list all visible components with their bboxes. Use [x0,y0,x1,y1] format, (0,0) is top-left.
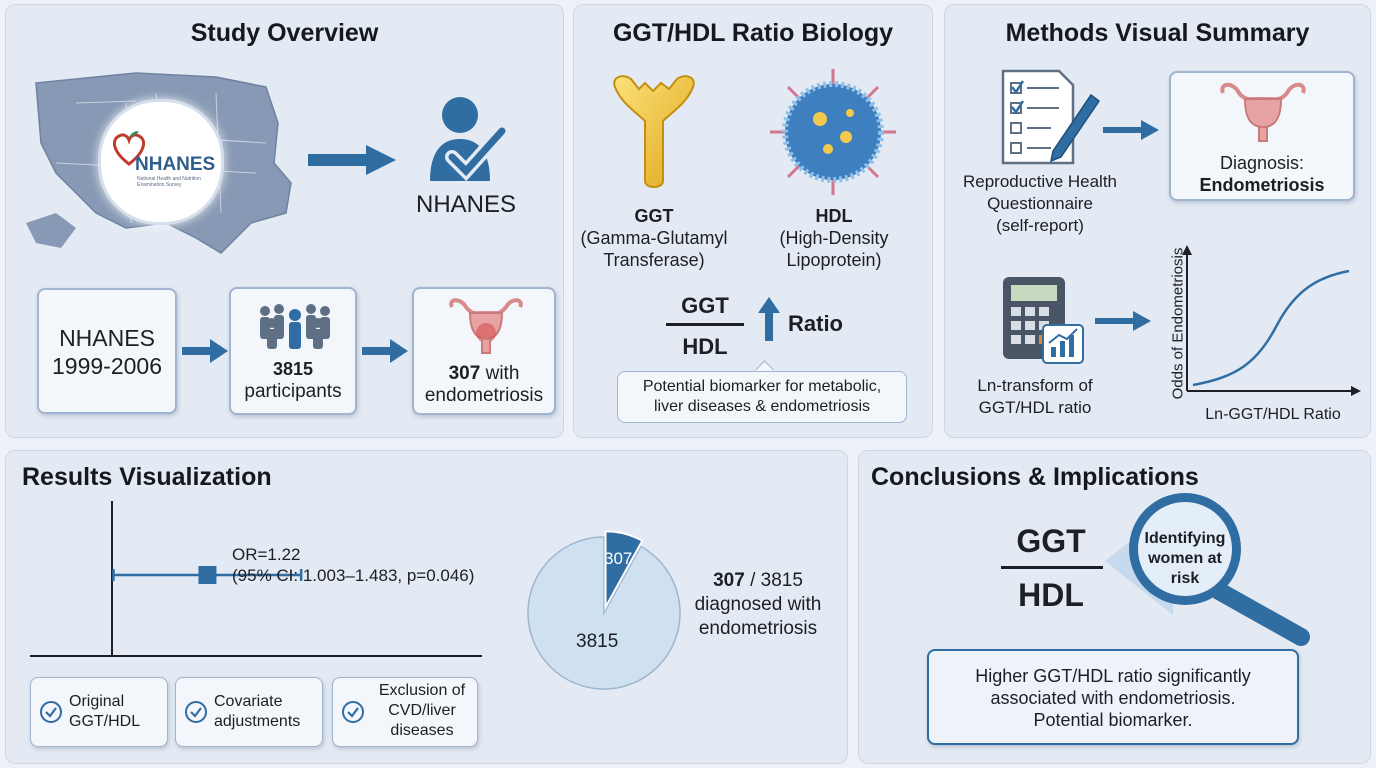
flow-arrow-1 [182,339,228,363]
forest-plot [30,501,482,657]
methods-arrow-1 [1103,120,1159,140]
diagnosis-box: Diagnosis: Endometriosis [1169,71,1355,201]
nhanes-icon-label: NHANES [415,191,517,218]
pie-slice-cases [604,530,644,612]
uterus-icon-2 [1220,82,1306,142]
methods-panel: Methods Visual Summary Reproductive Heal… [944,4,1371,438]
diagnosis-value: Endometriosis [1199,175,1325,195]
pie-summary: 307 / 3815 diagnosed with endometriosis [678,569,838,641]
nhanes-logo-text: NHANES [135,154,216,175]
heart-apple-icon [112,131,146,166]
check-circle-icon [40,701,62,723]
ratio-label: Ratio [788,311,843,336]
uterus-icon [449,298,523,354]
pie-chart [527,530,681,690]
forest-or-point [198,566,217,584]
participants-label: participants [244,381,342,402]
odds-curve-line [1192,269,1350,387]
arrow-up-icon [758,297,780,341]
pie-large-label: 3815 [576,631,619,652]
questionnaire-label: Reproductive Health Questionnaire (self-… [962,172,1118,235]
questionnaire-icon [1001,69,1101,165]
conclusions-panel: Conclusions & Implications GGT HDL Ident… [858,450,1371,764]
check-original: Original GGT/HDL [30,677,168,747]
pie-summary-rest: / 3815 [744,570,803,591]
diagnosis-label: Diagnosis: [1219,153,1305,173]
or-text: OR=1.22 [232,545,301,564]
person-check-icon [430,97,509,182]
biology-panel: GGT/HDL Ratio Biology GGT (Gamma-Glutamy… [573,4,933,438]
check-circle-icon [342,701,364,723]
nhanes-logo-subtext: National Health and Nutrition Examinatio… [137,176,201,188]
study-overview-panel: Study Overview NHANES National Health an… [5,4,564,438]
pie-slice-total [527,536,681,690]
conclusion-numerator: GGT [1016,523,1086,559]
conclusion-divider [1001,566,1103,569]
methods-title: Methods Visual Summary [1005,19,1310,47]
ratio-denominator: HDL [682,334,728,359]
conclusions-title: Conclusions & Implications [871,463,1199,491]
flow-arrow-2 [362,339,408,363]
check-original-label: Original GGT/HDL [69,693,141,730]
ratio-divider [666,323,744,326]
check-covariate: Covariate adjustments [175,677,323,747]
calculator-chart-icon [1003,277,1084,364]
curve-xlabel: Ln-GGT/HDL Ratio [1205,406,1341,423]
ci-text: (95% CI: 1.003–1.483, p=0.046) [232,566,475,585]
methods-arrow-2 [1095,311,1151,331]
check-exclusion-label: Exclusion of CVD/liver diseases [378,682,466,739]
conclusion-denominator: HDL [1018,577,1084,613]
magnifier-icon [1105,493,1310,646]
biomarker-callout: Potential biomarker for metabolic, liver… [617,371,907,423]
source-box: NHANES 1999-2006 [37,288,177,414]
hdl-full: (High-Density Lipoprotein) [779,228,889,270]
hdl-particle-icon [770,69,896,195]
participants-count: 3815 [272,359,314,379]
check-exclusion: Exclusion of CVD/liver diseases [332,677,478,747]
cases-label: with endometriosis [424,363,544,406]
conclusion-summary-box: Higher GGT/HDL ratio significantly assoc… [927,649,1299,745]
participants-box: 3815 participants [229,287,357,415]
cases-label-line1: 307 with endometriosis [414,363,554,407]
group-people-icon [260,304,330,349]
conclusion-summary: Higher GGT/HDL ratio significantly assoc… [975,666,1251,730]
check-covariate-label: Covariate adjustments [214,693,301,730]
results-panel: Results Visualization OR=1.22 (95% CI: 1… [5,450,848,764]
cases-box: 307 with endometriosis [412,287,556,415]
study-overview-title: Study Overview [190,19,379,47]
source-label: NHANES 1999-2006 [52,325,162,379]
hdl-abbr: HDL [815,206,853,226]
results-title: Results Visualization [22,463,272,491]
nhanes-logo: NHANES National Health and Nutrition Exa… [98,99,224,225]
ggt-abbr: GGT [634,206,674,226]
check-circle-icon [185,701,207,723]
curve-ylabel: Odds of Endometriosis [1169,247,1187,400]
lens-text: Identifying women at risk [1144,530,1226,587]
odds-curve-chart [1182,245,1361,396]
ggt-enzyme-icon [613,75,695,188]
ratio-numerator: GGT [681,293,729,318]
pie-summary-count: 307 [713,570,745,591]
arrow-right-icon [308,145,396,175]
transform-label: Ln-transform of GGT/HDL ratio [977,376,1093,417]
cases-count: 307 [448,363,481,384]
biology-title: GGT/HDL Ratio Biology [612,19,894,47]
ggt-full: (Gamma-Glutamyl Transferase) [580,228,728,270]
pie-small-label: 307 [604,549,633,568]
pie-summary-label: diagnosed with endometriosis [694,594,822,639]
